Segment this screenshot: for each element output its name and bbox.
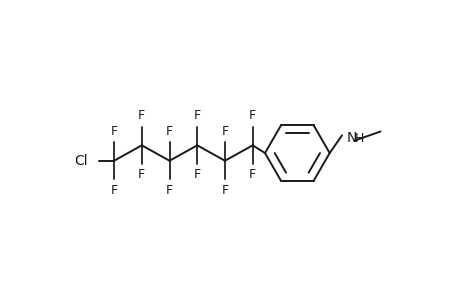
Text: F: F (166, 124, 173, 138)
Text: F: F (138, 109, 145, 122)
Text: Cl: Cl (74, 154, 88, 168)
Text: F: F (221, 124, 228, 138)
Text: F: F (193, 168, 201, 182)
Text: F: F (110, 124, 118, 138)
Text: N: N (346, 130, 356, 145)
Text: F: F (193, 109, 201, 122)
Text: F: F (249, 168, 256, 182)
Text: F: F (221, 184, 228, 197)
Text: F: F (110, 184, 118, 197)
Text: H: H (353, 132, 363, 145)
Text: F: F (166, 184, 173, 197)
Text: F: F (249, 109, 256, 122)
Text: F: F (138, 168, 145, 182)
